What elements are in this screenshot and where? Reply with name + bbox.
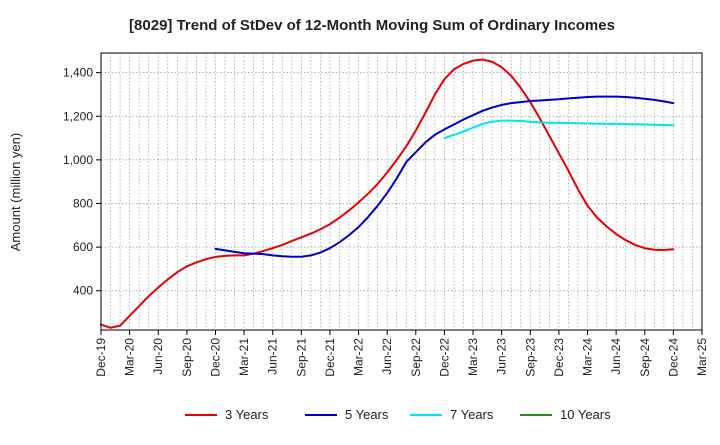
x-tick-label: Dec-20 (208, 338, 222, 377)
x-tick-label: Mar-20 (123, 338, 137, 376)
x-tick-label: Mar-22 (352, 338, 366, 376)
plot-area (101, 53, 702, 330)
chart-title: [8029] Trend of StDev of 12-Month Moving… (129, 17, 615, 34)
series-line-5-years (214, 95, 675, 258)
grid-layer (101, 53, 702, 330)
series-line-3-years (100, 58, 675, 329)
x-tick-label: Sep-20 (180, 338, 194, 377)
x-tick-label: Jun-20 (151, 338, 165, 375)
x-axis-ticks: Dec-19 Mar-20 Jun-20 Sep-20 Dec-20 Mar-21 Jun-… (94, 330, 709, 377)
y-axis-label: Amount (million yen) (8, 133, 23, 252)
y-tick-label: 400 (73, 284, 93, 298)
legend-label: 3 Years (225, 407, 269, 422)
x-tick-label: Sep-22 (409, 338, 423, 377)
series-layer (100, 58, 675, 329)
x-tick-label: Jun-23 (495, 338, 509, 375)
x-tick-label: Sep-24 (638, 338, 652, 377)
legend-label: 10 Years (560, 407, 611, 422)
x-tick-label: Sep-21 (294, 338, 308, 377)
x-tick-label: Dec-23 (552, 338, 566, 377)
y-tick-label: 1,200 (63, 109, 93, 123)
x-tick-label: Jun-21 (266, 338, 280, 375)
y-axis-ticks: 400 600 800 1,000 1,200 1,400 (63, 66, 101, 298)
x-tick-label: Mar-21 (237, 338, 251, 376)
x-tick-label: Mar-23 (466, 338, 480, 376)
x-tick-label: Sep-23 (523, 338, 537, 377)
series-line-7-years (443, 119, 675, 140)
x-tick-label: Mar-24 (581, 338, 595, 376)
x-tick-label: Dec-22 (437, 338, 451, 377)
y-tick-label: 1,000 (63, 153, 93, 167)
x-tick-label: Jun-22 (380, 338, 394, 375)
x-tick-label: Jun-24 (609, 338, 623, 375)
legend-label: 5 Years (345, 407, 389, 422)
plot-frame (100, 52, 703, 331)
x-tick-label: Dec-24 (666, 338, 680, 377)
x-tick-label: Mar-25 (695, 338, 709, 376)
y-tick-label: 1,400 (63, 66, 93, 80)
y-tick-label: 600 (73, 240, 93, 254)
y-tick-label: 800 (73, 196, 93, 210)
legend: 3 Years 5 Years 7 Years 10 Years (185, 407, 611, 422)
x-tick-label: Dec-19 (94, 338, 108, 377)
legend-label: 7 Years (450, 407, 494, 422)
x-tick-label: Dec-21 (323, 338, 337, 377)
